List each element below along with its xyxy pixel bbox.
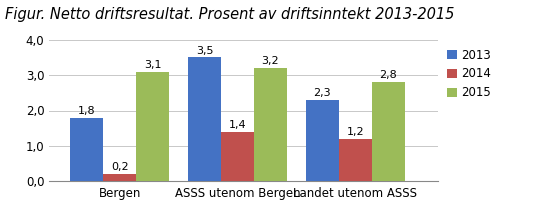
- Text: 2,8: 2,8: [379, 70, 397, 80]
- Text: 1,2: 1,2: [346, 127, 364, 137]
- Text: Figur. Netto driftsresultat. Prosent av driftsinntekt 2013-2015: Figur. Netto driftsresultat. Prosent av …: [5, 7, 455, 22]
- Bar: [136, 72, 169, 181]
- Legend: 2013, 2014, 2015: 2013, 2014, 2015: [447, 49, 491, 99]
- Bar: [339, 139, 372, 181]
- Text: 1,4: 1,4: [229, 120, 246, 130]
- Bar: [221, 132, 254, 181]
- Text: 2,3: 2,3: [313, 88, 331, 98]
- Bar: [372, 82, 405, 181]
- Bar: [188, 57, 221, 181]
- Bar: [306, 100, 339, 181]
- Text: 3,2: 3,2: [261, 56, 280, 66]
- Bar: [254, 68, 287, 181]
- Bar: [103, 174, 136, 181]
- Text: 3,1: 3,1: [144, 60, 161, 70]
- Bar: [71, 118, 103, 181]
- Text: 3,5: 3,5: [196, 46, 213, 56]
- Text: 1,8: 1,8: [78, 106, 96, 116]
- Text: 0,2: 0,2: [111, 162, 129, 172]
